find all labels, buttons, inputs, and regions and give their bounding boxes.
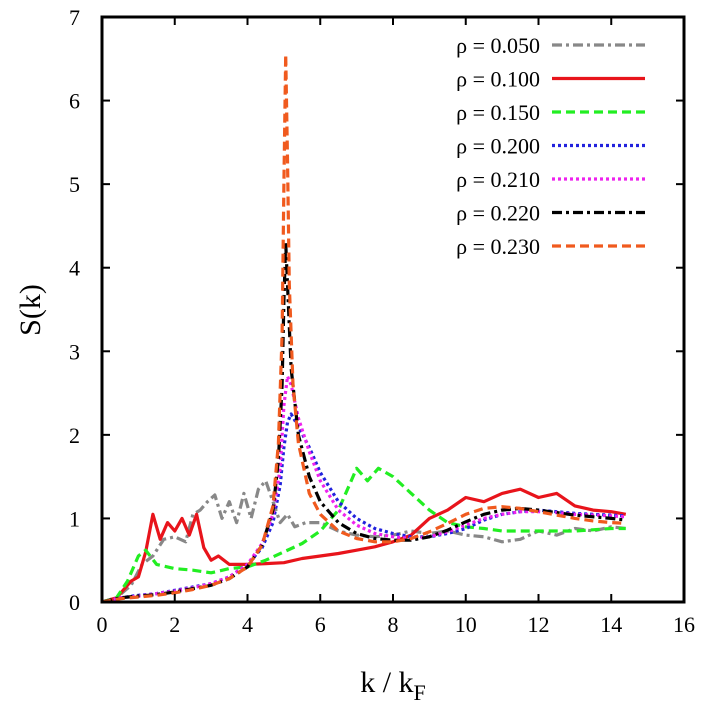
x-tick-label: 4	[242, 612, 253, 637]
y-tick-label: 6	[69, 89, 80, 114]
legend: ρ = 0.050 ρ = 0.100 ρ = 0.150 ρ = 0.200 ρ = …	[456, 33, 645, 259]
y-tick-label: 5	[69, 172, 80, 197]
series-layer	[102, 53, 627, 602]
y-axis-label: S(k)	[14, 284, 47, 336]
y-tick-label: 2	[69, 423, 80, 448]
series-line-6	[102, 241, 626, 602]
y-tick-label: 0	[69, 590, 80, 615]
x-axis-label-main: k / k	[360, 666, 413, 699]
y-tick-label: 7	[69, 5, 80, 30]
series-line-3	[102, 466, 626, 602]
x-axis-label-subscript: F	[414, 680, 426, 705]
legend-label: ρ = 0.050	[456, 33, 540, 58]
legend-label: ρ = 0.150	[456, 100, 540, 125]
series-line-5	[102, 374, 626, 602]
legend-label: ρ = 0.230	[456, 234, 540, 259]
series-line-1	[102, 479, 626, 602]
legend-label: ρ = 0.220	[456, 201, 540, 226]
x-tick-label: 6	[315, 612, 326, 637]
x-axis-label: k / kF	[360, 666, 426, 705]
series-line-4	[102, 412, 626, 602]
legend-label: ρ = 0.210	[456, 167, 540, 192]
series-line-7	[102, 53, 626, 602]
x-tick-label: 14	[600, 612, 622, 637]
y-tick-label: 3	[69, 339, 80, 364]
x-tick-label: 0	[97, 612, 108, 637]
legend-label: ρ = 0.200	[456, 134, 540, 159]
x-tick-label: 12	[528, 612, 550, 637]
legend-label: ρ = 0.100	[456, 67, 540, 92]
x-tick-label: 10	[455, 612, 477, 637]
y-tick-label: 4	[69, 256, 80, 281]
x-tick-label: 16	[673, 612, 695, 637]
series-line-2	[102, 487, 627, 602]
x-tick-label: 8	[388, 612, 399, 637]
y-tick-label: 1	[69, 506, 80, 531]
x-tick-label: 2	[169, 612, 180, 637]
